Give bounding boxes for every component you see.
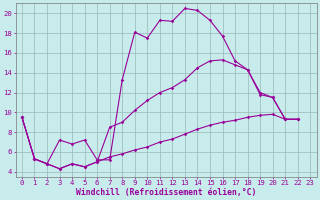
X-axis label: Windchill (Refroidissement éolien,°C): Windchill (Refroidissement éolien,°C) [76, 188, 256, 197]
